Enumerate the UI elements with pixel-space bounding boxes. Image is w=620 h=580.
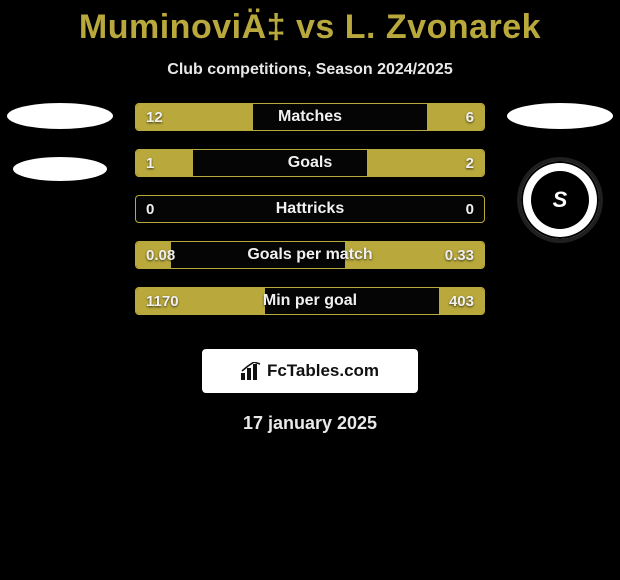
club-badge-placeholder (13, 157, 107, 181)
subtitle: Club competitions, Season 2024/2025 (0, 61, 620, 79)
stat-row: 126Matches (135, 103, 485, 131)
stat-label: Goals (136, 150, 484, 176)
stat-row: 1170403Min per goal (135, 287, 485, 315)
comparison-card: MuminoviÄ‡ vs L. Zvonarek Club competiti… (0, 0, 620, 580)
stat-label: Hattricks (136, 196, 484, 222)
stat-row: 00Hattricks (135, 195, 485, 223)
club-badge-placeholder (7, 103, 113, 129)
stat-row: 12Goals (135, 149, 485, 177)
club-crest-inner: S (531, 171, 589, 229)
stat-label: Matches (136, 104, 484, 130)
crest-letter: S (553, 187, 568, 213)
club-badge-placeholder (507, 103, 613, 129)
fctables-text: FcTables.com (267, 361, 379, 381)
stat-bars: 126Matches 12Goals 00Hattricks 0.080.33Goal… (135, 103, 485, 333)
page-title: MuminoviÄ‡ vs L. Zvonarek (0, 8, 620, 47)
right-club-badges: S (500, 103, 620, 243)
barchart-icon (241, 362, 261, 380)
club-crest: S (517, 157, 603, 243)
stat-row: 0.080.33Goals per match (135, 241, 485, 269)
left-club-badges (0, 103, 120, 209)
stat-label: Min per goal (136, 288, 484, 314)
fctables-branding[interactable]: FcTables.com (202, 349, 418, 393)
date: 17 january 2025 (0, 413, 620, 434)
stat-label: Goals per match (136, 242, 484, 268)
